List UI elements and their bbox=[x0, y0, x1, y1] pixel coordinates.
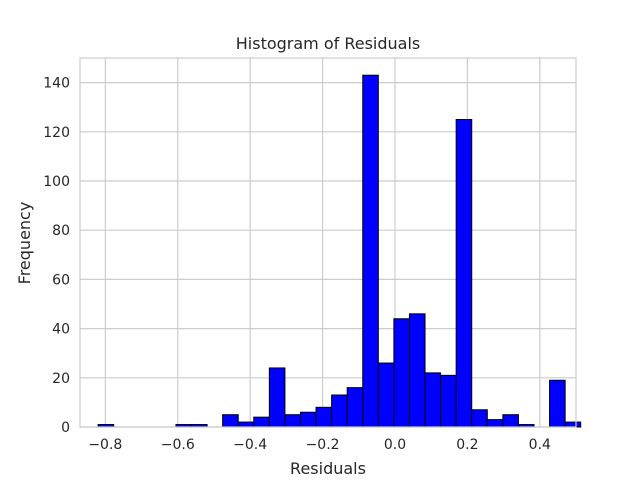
x-tick-label: −0.2 bbox=[306, 437, 340, 453]
histogram-bar bbox=[471, 409, 488, 428]
y-tick-label: 60 bbox=[52, 272, 70, 288]
y-tick-label: 100 bbox=[43, 174, 70, 190]
histogram-bar bbox=[284, 414, 301, 428]
grid-lines bbox=[80, 58, 576, 428]
y-tick-label: 80 bbox=[52, 223, 70, 239]
histogram-bar bbox=[424, 372, 442, 428]
y-tick-label: 0 bbox=[61, 420, 70, 436]
y-tick-label: 40 bbox=[52, 322, 70, 338]
histogram-bar bbox=[331, 394, 348, 428]
histogram-bar bbox=[253, 416, 270, 428]
y-tick-label: 120 bbox=[43, 125, 70, 141]
x-tick-label: 0.4 bbox=[529, 437, 551, 453]
chart-title: Histogram of Residuals bbox=[236, 34, 421, 53]
histogram-bar bbox=[393, 318, 410, 428]
histogram-bar bbox=[268, 367, 286, 428]
y-tick-label: 20 bbox=[52, 371, 70, 387]
histogram-bar bbox=[408, 313, 426, 428]
histogram-bar bbox=[377, 362, 395, 428]
y-axis-label: Frequency bbox=[15, 202, 34, 285]
x-tick-label: 0.2 bbox=[456, 437, 478, 453]
histogram-bar bbox=[564, 421, 582, 428]
histogram-bar bbox=[237, 421, 255, 428]
histogram-bar bbox=[315, 406, 333, 428]
x-tick-label: −0.4 bbox=[233, 437, 267, 453]
x-tick-label: −0.6 bbox=[161, 437, 195, 453]
x-tick-labels: −0.8 −0.6 −0.4 −0.2 0.0 0.2 0.4 bbox=[88, 437, 551, 453]
x-axis-label: Residuals bbox=[290, 459, 366, 478]
histogram-bar bbox=[362, 74, 379, 428]
histogram-bar bbox=[502, 414, 519, 428]
histogram-bars bbox=[97, 74, 582, 428]
y-tick-label: 140 bbox=[43, 76, 70, 92]
x-tick-label: −0.8 bbox=[88, 437, 122, 453]
y-tick-labels: 0 20 40 60 80 100 120 140 bbox=[43, 76, 70, 436]
histogram-bar bbox=[549, 379, 566, 428]
histogram-bar bbox=[455, 119, 473, 428]
histogram-bar bbox=[222, 414, 239, 428]
histogram-bar bbox=[346, 387, 364, 428]
histogram-bar bbox=[440, 374, 457, 428]
histogram-bar bbox=[299, 411, 317, 428]
x-tick-label: 0.0 bbox=[384, 437, 406, 453]
histogram-bar bbox=[486, 419, 504, 428]
plot-frame bbox=[79, 57, 577, 428]
